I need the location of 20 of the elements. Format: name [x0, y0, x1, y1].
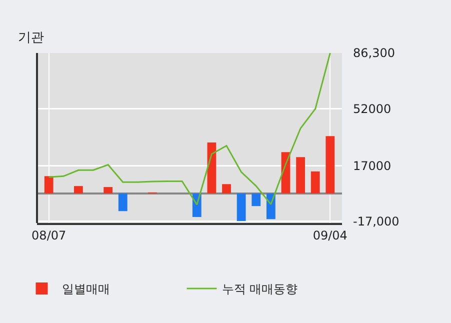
x-tick-label: 08/07: [32, 228, 66, 242]
legend-label: 누적 매매동향: [222, 282, 298, 296]
y-tick-label: 52000: [353, 102, 392, 116]
bar: [310, 171, 320, 194]
line-series: [48, 53, 331, 206]
bar: [296, 157, 305, 194]
bar: [74, 186, 83, 194]
bar: [44, 176, 54, 194]
y-tick-label: 86,300: [353, 46, 395, 60]
bar: [222, 184, 231, 194]
legend-label: 일별매매: [62, 282, 110, 296]
bar: [252, 193, 261, 206]
y-tick-label: 17000: [353, 158, 392, 173]
bar: [236, 193, 246, 222]
x-tick-label: 09/04: [312, 228, 348, 242]
bar: [326, 136, 335, 194]
bar: [104, 187, 113, 194]
chart-title: 기관: [18, 30, 44, 46]
y-tick-label: -17,000: [353, 214, 400, 228]
bar: [118, 193, 128, 212]
